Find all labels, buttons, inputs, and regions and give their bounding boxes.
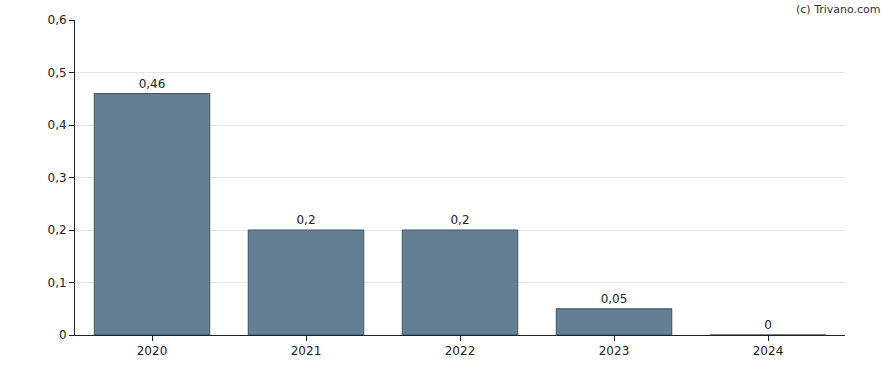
svg-text:2024: 2024	[753, 344, 784, 358]
svg-text:2020: 2020	[137, 344, 168, 358]
svg-text:(c) Trivano.com: (c) Trivano.com	[796, 3, 881, 16]
svg-text:0,2: 0,2	[296, 213, 315, 227]
svg-text:0,1: 0,1	[48, 276, 67, 290]
svg-text:0,2: 0,2	[450, 213, 469, 227]
svg-text:0,46: 0,46	[139, 77, 166, 91]
svg-text:0,5: 0,5	[48, 66, 67, 80]
svg-text:2023: 2023	[599, 344, 630, 358]
svg-text:0,6: 0,6	[48, 13, 67, 27]
svg-text:0,4: 0,4	[48, 118, 67, 132]
svg-text:2021: 2021	[291, 344, 322, 358]
svg-text:0: 0	[764, 318, 772, 332]
svg-text:2022: 2022	[445, 344, 476, 358]
svg-text:0,05: 0,05	[601, 292, 628, 306]
svg-text:0,3: 0,3	[48, 171, 67, 185]
svg-text:0,2: 0,2	[48, 223, 67, 237]
svg-text:0: 0	[59, 328, 67, 342]
